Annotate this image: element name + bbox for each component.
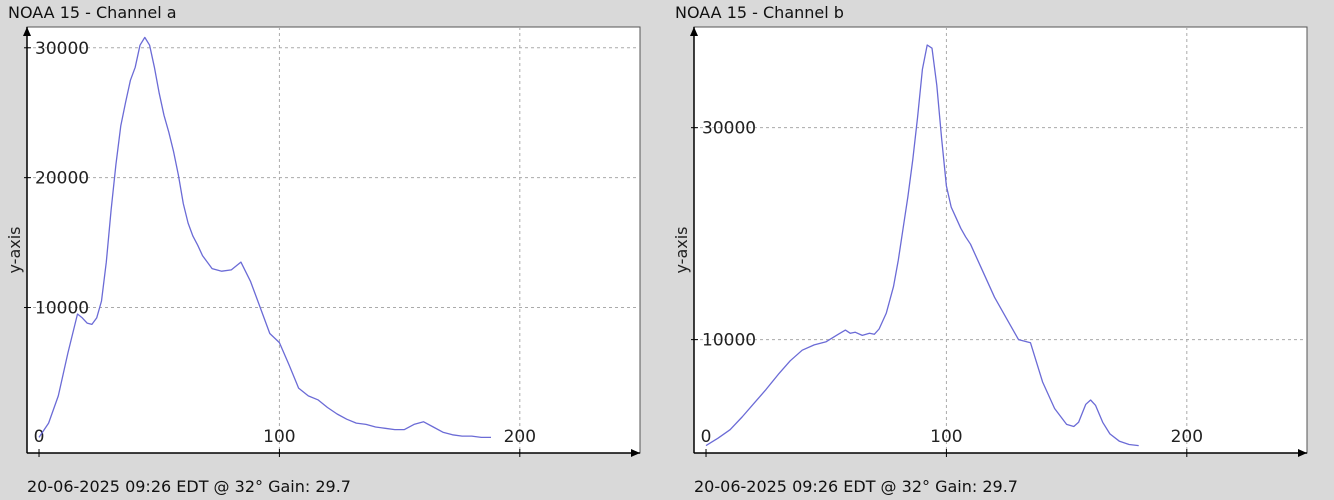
chart-plot: 0 100 200 10000 30000 y-axis: [672, 26, 1308, 457]
y-tick-label: 30000: [35, 39, 89, 59]
y-axis-label: y-axis: [5, 226, 24, 273]
y-axis-arrow: [23, 27, 31, 36]
plot-area: [26, 26, 641, 454]
y-tick-label: 30000: [702, 119, 756, 139]
chart-panel-channel-b: NOAA 15 - Channel b 0 100 200 10000 30000 y-a…: [667, 0, 1334, 500]
x-tick-label: 100: [930, 427, 962, 447]
y-tick-label: 10000: [35, 299, 89, 319]
x-axis-arrow: [1298, 449, 1307, 457]
x-tick-label: 200: [1171, 427, 1203, 447]
x-tick-label: 0: [701, 427, 712, 447]
chart-title: NOAA 15 - Channel a: [8, 3, 177, 22]
chart-footer: 20-06-2025 09:26 EDT @ 32° Gain: 29.7: [27, 477, 351, 496]
series-line: [38, 36, 491, 439]
x-tick-label: 200: [504, 427, 536, 447]
plot-area: [693, 26, 1308, 454]
chart-panel-channel-a: NOAA 15 - Channel a 0 100 200 10000 20000 300…: [5, 3, 641, 496]
chart-footer: 20-06-2025 09:26 EDT @ 32° Gain: 29.7: [694, 477, 1018, 496]
y-axis-arrow: [690, 27, 698, 36]
y-axis-label: y-axis: [672, 226, 691, 273]
y-tick-label: 10000: [702, 331, 756, 351]
series-line: [705, 44, 1139, 447]
x-axis-arrow: [631, 449, 640, 457]
y-tick-label: 20000: [35, 169, 89, 189]
x-tick-label: 100: [263, 427, 295, 447]
chart-title: NOAA 15 - Channel b: [675, 3, 844, 22]
